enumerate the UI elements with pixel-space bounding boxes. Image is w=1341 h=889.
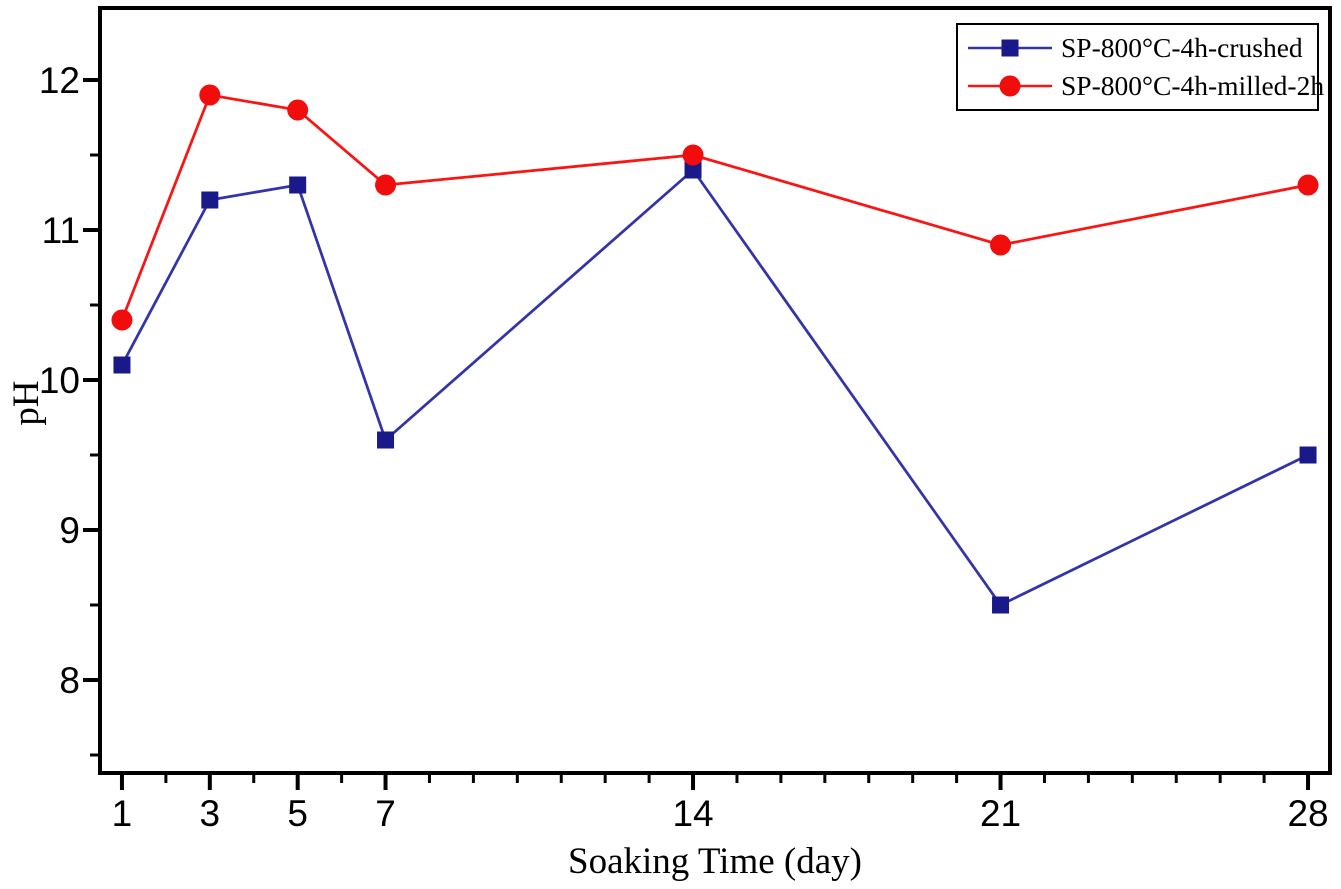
x-tick-label: 28 (1287, 793, 1328, 834)
x-tick-label: 14 (672, 793, 713, 834)
legend-swatch-square-icon (968, 39, 1052, 57)
series-1-marker-circle (1297, 174, 1319, 196)
y-tick-label: 11 (42, 210, 80, 251)
x-tick-label: 21 (980, 793, 1021, 834)
series-0-marker-square (1299, 446, 1317, 464)
series-0-marker-square (684, 161, 702, 179)
y-tick-label: 8 (59, 660, 80, 701)
x-tick-label: 1 (112, 793, 133, 834)
legend-entry-milled: SP-800°C-4h-milled-2h (966, 70, 1324, 102)
y-tick-label: 9 (59, 510, 80, 551)
series-0-marker-square (201, 191, 219, 209)
legend-label-milled: SP-800°C-4h-milled-2h (1061, 69, 1325, 101)
series-1-marker-circle (375, 174, 397, 196)
legend-marker-circle (999, 75, 1021, 97)
legend-entry-crushed: SP-800°C-4h-crushed (966, 32, 1311, 64)
series-0-marker-square (377, 431, 395, 449)
series-line-1 (120, 93, 1309, 321)
series-line-0 (120, 167, 1309, 607)
series-1-marker-circle (682, 144, 704, 166)
legend-swatch-circle-icon (968, 75, 1052, 97)
y-tick-label: 12 (39, 60, 80, 101)
y-tick-label: 10 (39, 360, 80, 401)
series-1-marker-circle (990, 234, 1012, 256)
x-tick-label: 7 (375, 793, 396, 834)
series-1-marker-circle (287, 99, 309, 121)
series-0-marker-square (992, 596, 1010, 614)
plot-border (98, 6, 1332, 775)
legend-marker-square (1001, 39, 1019, 57)
legend: SP-800°C-4h-crushed SP-800°C-4h-milled-2… (956, 23, 1324, 111)
series-1-marker-circle (199, 84, 221, 106)
x-tick-label: 5 (287, 793, 308, 834)
series-1-marker-circle (111, 309, 133, 331)
x-axis-title: Soaking Time (day) (568, 841, 862, 882)
legend-label-crushed: SP-800°C-4h-crushed (1061, 32, 1303, 64)
series-0-marker-square (289, 176, 307, 194)
series-0-marker-square (113, 356, 131, 374)
y-axis-title: pH (6, 380, 47, 426)
x-tick-label: 3 (200, 793, 221, 834)
